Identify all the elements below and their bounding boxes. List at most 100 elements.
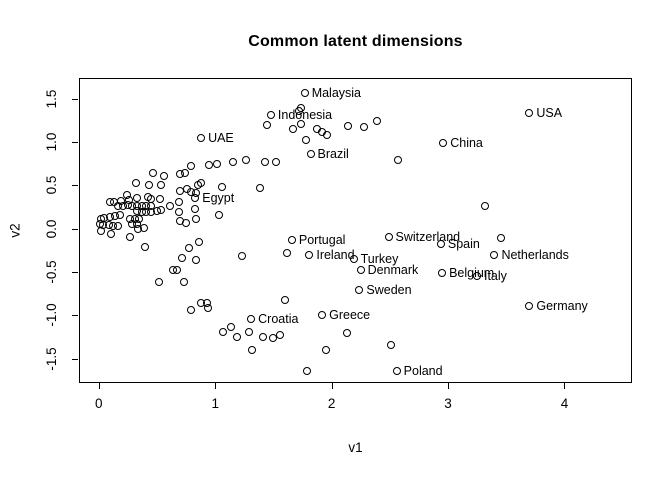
data-point bbox=[301, 135, 310, 144]
data-point bbox=[294, 107, 303, 116]
data-point bbox=[133, 193, 142, 202]
y-tick bbox=[72, 142, 78, 144]
data-point bbox=[186, 161, 195, 170]
data-point bbox=[271, 158, 280, 167]
data-point bbox=[228, 158, 237, 167]
data-point-poland bbox=[392, 367, 401, 375]
plot-area: Malaysia Indonesia USA UAE China Brazil Egypt S… bbox=[79, 78, 632, 383]
data-point bbox=[174, 208, 183, 217]
point-label-poland: Poland bbox=[403, 364, 443, 378]
data-point bbox=[149, 168, 158, 177]
data-point bbox=[107, 230, 116, 239]
data-point bbox=[205, 160, 214, 169]
x-tick-label: 3 bbox=[444, 396, 452, 411]
point-label-denmark: Denmark bbox=[367, 262, 419, 277]
point-label-portugal: Portugal bbox=[298, 233, 346, 248]
data-point-malaysia bbox=[300, 88, 309, 97]
data-point bbox=[186, 306, 195, 315]
data-point bbox=[144, 180, 153, 189]
point-label-china: China bbox=[450, 136, 483, 151]
y-tick-label: -0.5 bbox=[44, 260, 59, 284]
point-label-egypt: Egypt bbox=[202, 190, 235, 205]
data-point bbox=[263, 120, 272, 129]
y-tick bbox=[72, 272, 78, 274]
data-point bbox=[155, 277, 164, 286]
point-label-netherlands: Netherlands bbox=[501, 247, 569, 262]
data-point-italy bbox=[472, 271, 481, 280]
data-point bbox=[303, 367, 312, 375]
x-tick-label: 4 bbox=[560, 396, 569, 411]
data-point-portugal bbox=[287, 236, 296, 245]
data-point bbox=[280, 295, 289, 304]
x-tick-label: 2 bbox=[327, 396, 336, 411]
data-point bbox=[283, 249, 292, 258]
data-point bbox=[174, 198, 183, 207]
point-label-turkey: Turkey bbox=[360, 252, 399, 267]
data-point bbox=[248, 346, 257, 355]
data-point bbox=[214, 211, 223, 220]
y-tick-label: 1.0 bbox=[44, 132, 59, 152]
point-label-spain: Spain bbox=[447, 237, 480, 252]
y-tick-label: -1.5 bbox=[44, 347, 59, 371]
data-point bbox=[147, 194, 156, 203]
y-tick bbox=[72, 228, 78, 230]
data-point bbox=[342, 328, 351, 337]
x-tick bbox=[448, 383, 450, 389]
data-point bbox=[179, 277, 188, 286]
data-point bbox=[219, 328, 228, 336]
data-point bbox=[185, 243, 194, 252]
data-point-brazil bbox=[306, 149, 315, 158]
data-point-china bbox=[439, 139, 448, 148]
data-point bbox=[194, 237, 203, 246]
data-point bbox=[393, 155, 402, 164]
data-point-spain bbox=[436, 240, 445, 249]
x-tick-label: 0 bbox=[95, 396, 103, 411]
x-tick bbox=[98, 383, 100, 389]
data-point bbox=[204, 303, 213, 312]
y-tick bbox=[72, 185, 78, 187]
data-point bbox=[213, 159, 222, 168]
data-point-egypt bbox=[191, 193, 200, 202]
data-point bbox=[261, 158, 270, 167]
data-point bbox=[233, 333, 242, 342]
point-label-brazil: Brazil bbox=[317, 146, 349, 161]
x-tick bbox=[331, 383, 333, 389]
point-label-indonesia: Indonesia bbox=[277, 108, 333, 123]
data-point bbox=[497, 234, 506, 243]
data-point bbox=[258, 333, 267, 342]
data-point bbox=[227, 322, 236, 331]
data-point-uae bbox=[197, 133, 206, 142]
data-point-germany bbox=[525, 302, 534, 311]
data-point bbox=[321, 346, 330, 355]
data-point bbox=[191, 204, 200, 213]
data-point bbox=[178, 254, 187, 263]
x-tick bbox=[215, 383, 217, 389]
point-label-switzerland: Switzerland bbox=[395, 229, 461, 244]
point-label-sweden: Sweden bbox=[366, 283, 412, 298]
data-point bbox=[159, 172, 168, 181]
data-point-indonesia bbox=[266, 111, 275, 120]
data-point bbox=[256, 184, 265, 193]
data-point bbox=[197, 178, 206, 187]
point-label-malaysia: Malaysia bbox=[311, 85, 362, 100]
x-tick bbox=[564, 383, 566, 389]
data-point bbox=[372, 116, 381, 125]
y-tick-label: -1.0 bbox=[44, 303, 59, 328]
point-label-usa: USA bbox=[536, 105, 563, 120]
data-point bbox=[276, 330, 285, 339]
data-point bbox=[140, 224, 149, 233]
y-tick-label: 0.0 bbox=[44, 219, 59, 239]
data-point-denmark bbox=[356, 265, 365, 274]
point-label-ireland: Ireland bbox=[316, 247, 355, 262]
y-tick bbox=[72, 358, 78, 360]
x-tick-label: 1 bbox=[211, 396, 219, 411]
point-label-greece: Greece bbox=[329, 307, 371, 322]
point-label-uae: UAE bbox=[208, 130, 234, 145]
data-point bbox=[141, 243, 150, 252]
data-point bbox=[289, 125, 298, 134]
data-point bbox=[481, 201, 490, 210]
data-point bbox=[126, 232, 135, 241]
data-point-greece bbox=[318, 310, 327, 319]
data-point-turkey bbox=[349, 255, 358, 264]
data-point bbox=[96, 226, 105, 235]
